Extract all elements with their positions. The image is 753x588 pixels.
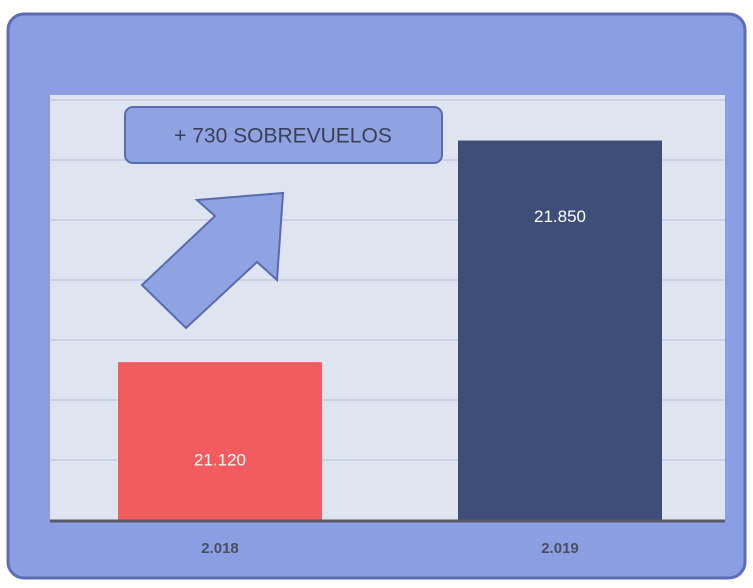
annotation: + 730 SOBREVUELOS <box>174 125 392 148</box>
value-label: 21.850 <box>534 207 586 226</box>
x-tick-label: 2.018 <box>201 540 239 557</box>
value-label: 21.120 <box>194 451 246 470</box>
bar <box>118 362 322 520</box>
bar <box>458 140 662 521</box>
bars: 21.120 21.850 <box>118 140 662 521</box>
x-tick-label: 2.019 <box>541 540 579 557</box>
arrow <box>140 191 285 330</box>
annotation-box <box>124 106 443 164</box>
